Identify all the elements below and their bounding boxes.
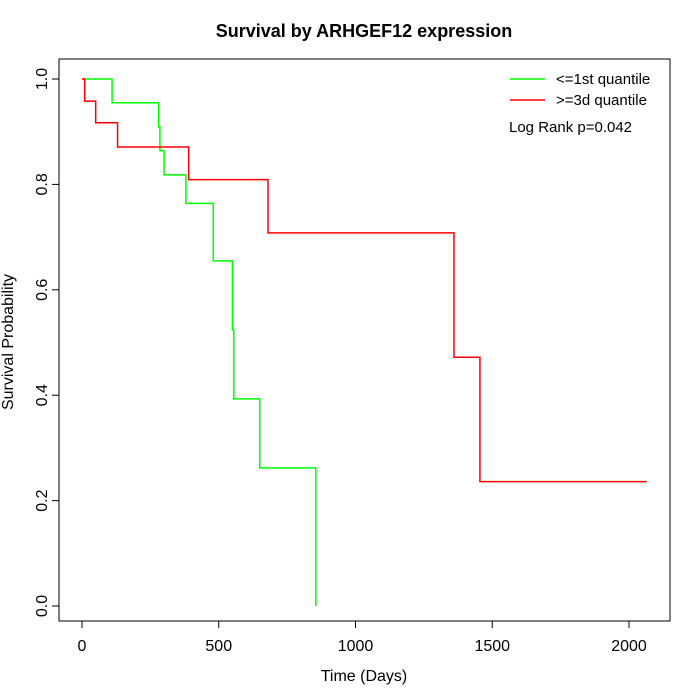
- high-expression-curve: [82, 78, 647, 483]
- y-tick-label: 0.4: [34, 384, 51, 406]
- x-axis-label: Time (Days): [321, 668, 408, 685]
- y-axis-label: Survival Probability: [0, 274, 17, 410]
- survival-curves: [82, 78, 647, 606]
- y-axis: 0.0 0.2 0.4 0.6 0.8 1.0: [34, 68, 60, 617]
- x-tick-label: 0: [78, 638, 87, 655]
- y-tick-label: 0.8: [34, 173, 51, 195]
- x-tick-label: 2000: [611, 638, 647, 655]
- plot-frame: [58, 58, 671, 622]
- y-tick-label: 1.0: [34, 68, 51, 90]
- x-tick-label: 1500: [474, 638, 510, 655]
- legend: <=1st quantile >=3d quantile: [510, 71, 650, 109]
- y-tick-label: 0.0: [34, 595, 51, 617]
- legend-label: <=1st quantile: [556, 71, 650, 88]
- x-tick-label: 1000: [338, 638, 374, 655]
- low-expression-curve: [82, 78, 317, 606]
- y-tick-label: 0.6: [34, 279, 51, 301]
- log-rank-annotation: Log Rank p=0.042: [509, 119, 632, 136]
- y-tick-label: 0.2: [34, 489, 51, 511]
- chart-title: Survival by ARHGEF12 expression: [216, 21, 512, 41]
- x-axis: 0 500 1000 1500 2000: [78, 620, 647, 655]
- legend-label: >=3d quantile: [556, 92, 647, 109]
- x-tick-label: 500: [205, 638, 232, 655]
